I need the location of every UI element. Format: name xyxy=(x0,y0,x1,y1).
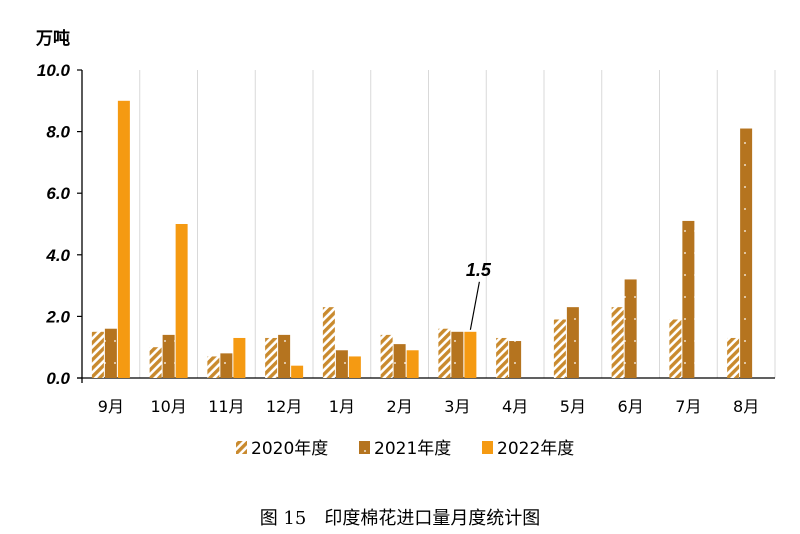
bar-2022年度-11月 xyxy=(233,337,246,378)
bar-2021年度-2月 xyxy=(393,344,406,378)
bar-2020年度-2月 xyxy=(380,334,393,378)
bar-2022年度-3月 xyxy=(464,331,477,378)
legend-label-2020年度: 2020年度 xyxy=(251,439,328,459)
bar-2022年度-1月 xyxy=(348,356,361,378)
y-axis-unit: 万吨 xyxy=(35,28,70,49)
x-tick-label: 7月 xyxy=(675,397,701,416)
x-tick-label: 9月 xyxy=(98,397,124,416)
x-tick-label: 11月 xyxy=(208,397,244,416)
bar-2020年度-11月 xyxy=(207,356,220,378)
x-tick-label: 4月 xyxy=(502,397,528,416)
x-tick-label: 6月 xyxy=(618,397,644,416)
x-tick-label: 2月 xyxy=(387,397,413,416)
bar-2020年度-4月 xyxy=(496,337,509,378)
bar-2020年度-9月 xyxy=(91,331,104,378)
bar-2020年度-7月 xyxy=(669,319,682,378)
x-tick-label: 10月 xyxy=(150,397,186,416)
legend-swatch-2020年度 xyxy=(236,441,247,454)
x-tick-label: 5月 xyxy=(560,397,586,416)
bar-2020年度-10月 xyxy=(149,347,162,378)
x-tick-label: 12月 xyxy=(266,397,302,416)
bar-2020年度-5月 xyxy=(553,319,566,378)
y-tick-label: 8.0 xyxy=(46,123,70,142)
y-tick-label: 4.0 xyxy=(45,246,70,265)
bar-2020年度-3月 xyxy=(438,328,451,378)
figure-caption: 图 15 印度棉花进口量月度统计图 xyxy=(260,508,541,529)
x-axis-ticks: 9月 10月 11月 12月 1月 2月 3月 4月 5月 6月 7月 8月 xyxy=(98,397,759,416)
bar-2021年度-4月 xyxy=(509,341,522,378)
y-axis-ticks: 0.0 2.0 4.0 6.0 8.0 10.0 xyxy=(37,61,82,388)
legend-swatch-2022年度 xyxy=(482,441,493,454)
bar-2020年度-8月 xyxy=(727,337,740,378)
legend-swatch-2021年度 xyxy=(359,441,370,454)
x-tick-label: 8月 xyxy=(733,397,759,416)
y-tick-label: 0.0 xyxy=(46,369,70,388)
x-tick-label: 1月 xyxy=(329,397,355,416)
bar-2022年度-10月 xyxy=(175,224,188,378)
bar-2020年度-1月 xyxy=(322,307,335,378)
annotation-label: 1.5 xyxy=(466,260,492,280)
bar-2021年度-8月 xyxy=(740,128,753,378)
chart-bars xyxy=(91,100,753,379)
chart-legend: 2020年度 2021年度 2022年度 xyxy=(236,439,574,459)
bar-2021年度-9月 xyxy=(104,328,117,378)
bar-2022年度-12月 xyxy=(291,365,304,378)
legend-label-2022年度: 2022年度 xyxy=(497,439,574,459)
y-tick-label: 2.0 xyxy=(45,307,70,326)
annotation: 1.5 xyxy=(466,260,492,330)
bar-2022年度-9月 xyxy=(117,100,130,379)
bar-2021年度-10月 xyxy=(162,334,175,378)
y-tick-label: 10.0 xyxy=(37,61,71,80)
legend-label-2021年度: 2021年度 xyxy=(374,439,451,459)
bar-2021年度-12月 xyxy=(278,334,291,378)
bar-2021年度-6月 xyxy=(624,279,637,378)
annotation-leader-line xyxy=(469,281,480,330)
bar-2021年度-1月 xyxy=(335,350,348,378)
bar-2020年度-6月 xyxy=(611,307,624,378)
bar-2022年度-2月 xyxy=(406,350,419,378)
bar-2021年度-5月 xyxy=(566,307,579,378)
bar-2020年度-12月 xyxy=(265,337,278,378)
bar-2021年度-11月 xyxy=(220,353,233,378)
chart-grid xyxy=(77,70,776,383)
x-tick-label: 3月 xyxy=(444,397,470,416)
bar-2021年度-7月 xyxy=(682,220,695,378)
bar-2021年度-3月 xyxy=(451,331,464,378)
y-tick-label: 6.0 xyxy=(46,184,70,203)
